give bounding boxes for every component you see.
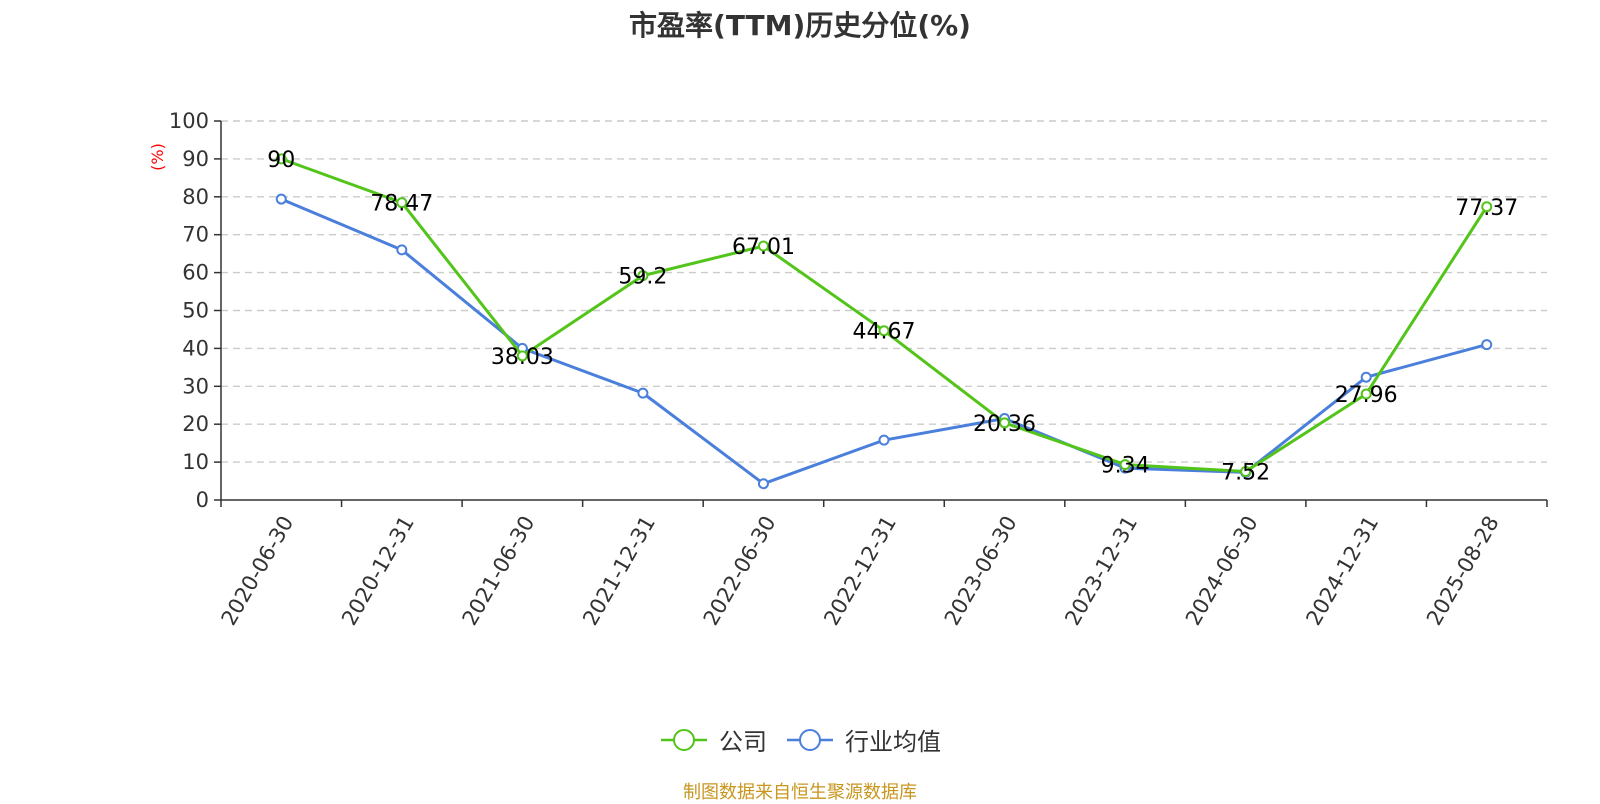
data-point	[878, 434, 890, 446]
y-tick-label: 70	[182, 223, 209, 247]
data-labels: 90 78.47 38.03 59.2 67.01 44.67 20.36 9.34 7.52 2…	[267, 148, 1518, 486]
x-tick-label: 2025-08-28	[1422, 512, 1504, 630]
x-tick-label: 2020-06-30	[217, 512, 299, 630]
legend-item[interactable]: 公司	[659, 722, 767, 757]
y-tick-label: 80	[182, 185, 209, 209]
data-point	[1240, 465, 1252, 477]
x-tick-label: 2020-12-31	[337, 512, 419, 630]
data-point	[275, 193, 287, 205]
series-lines	[275, 153, 1493, 490]
data-label: 27.96	[1335, 383, 1398, 408]
x-tick-label: 2024-12-31	[1301, 512, 1383, 630]
y-tick-label: 20	[182, 412, 209, 436]
data-label: 7.52	[1221, 460, 1270, 485]
y-tick-label: 30	[182, 374, 209, 398]
data-point	[396, 244, 408, 256]
source-note: 制图数据来自恒生聚源数据库	[683, 782, 917, 803]
data-point	[275, 153, 287, 165]
data-point	[757, 240, 769, 252]
data-label: 44.67	[853, 320, 916, 345]
data-point	[1360, 371, 1372, 383]
y-tick-label: 90	[182, 147, 209, 171]
y-tick-label: 10	[182, 450, 209, 474]
x-tick-label: 2023-06-30	[940, 512, 1022, 630]
y-tick-label: 40	[182, 336, 209, 360]
data-label: 9.34	[1101, 454, 1150, 479]
x-tick-label: 2024-06-30	[1181, 512, 1263, 630]
data-point	[1360, 388, 1372, 400]
y-axis-label: (%)	[148, 143, 167, 171]
x-tick-label: 2022-12-31	[819, 512, 901, 630]
data-label: 38.03	[491, 345, 554, 370]
x-tick-label: 2021-06-30	[458, 512, 540, 630]
data-point	[637, 387, 649, 399]
data-point	[637, 270, 649, 282]
legend-item[interactable]: 行业均值	[785, 722, 941, 757]
data-label: 67.01	[732, 235, 795, 260]
chart-title: 市盈率(TTM)历史分位(%)	[629, 9, 971, 42]
y-tick-label: 100	[169, 109, 209, 133]
data-point	[999, 417, 1011, 429]
legend: 公司 行业均值	[0, 722, 1600, 757]
legend-marker-icon	[661, 728, 707, 751]
x-tick-label: 2022-06-30	[699, 512, 781, 630]
x-tick-label: 2021-12-31	[578, 512, 660, 630]
legend-label: 公司	[719, 728, 767, 756]
data-point	[757, 478, 769, 490]
data-label: 90	[267, 148, 295, 173]
data-point	[1481, 339, 1493, 351]
data-label: 59.2	[618, 265, 667, 290]
data-point	[1119, 459, 1131, 471]
data-point	[516, 350, 528, 362]
y-tick-label: 60	[182, 261, 209, 285]
x-tick-label: 2023-12-31	[1060, 512, 1142, 630]
legend-marker-icon	[787, 728, 833, 751]
data-label: 77.37	[1455, 196, 1518, 221]
data-point	[878, 325, 890, 337]
grid-lines	[221, 120, 1547, 463]
legend-label: 行业均值	[845, 728, 941, 756]
y-tick-label: 0	[196, 488, 209, 512]
data-label: 20.36	[973, 412, 1036, 437]
data-point	[1481, 201, 1493, 213]
data-point	[396, 197, 408, 209]
y-tick-label: 50	[182, 299, 209, 323]
data-label: 78.47	[370, 192, 433, 217]
